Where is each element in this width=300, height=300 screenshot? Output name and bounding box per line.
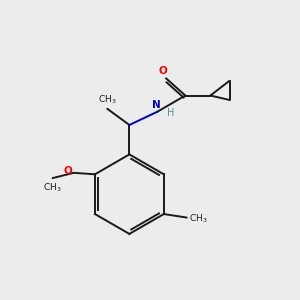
Text: N: N [152,100,161,110]
Text: O: O [159,65,168,76]
Text: CH$_3$: CH$_3$ [43,181,62,194]
Text: H: H [167,108,174,118]
Text: O: O [64,166,72,176]
Text: CH$_3$: CH$_3$ [189,213,208,225]
Text: CH$_3$: CH$_3$ [98,94,117,106]
